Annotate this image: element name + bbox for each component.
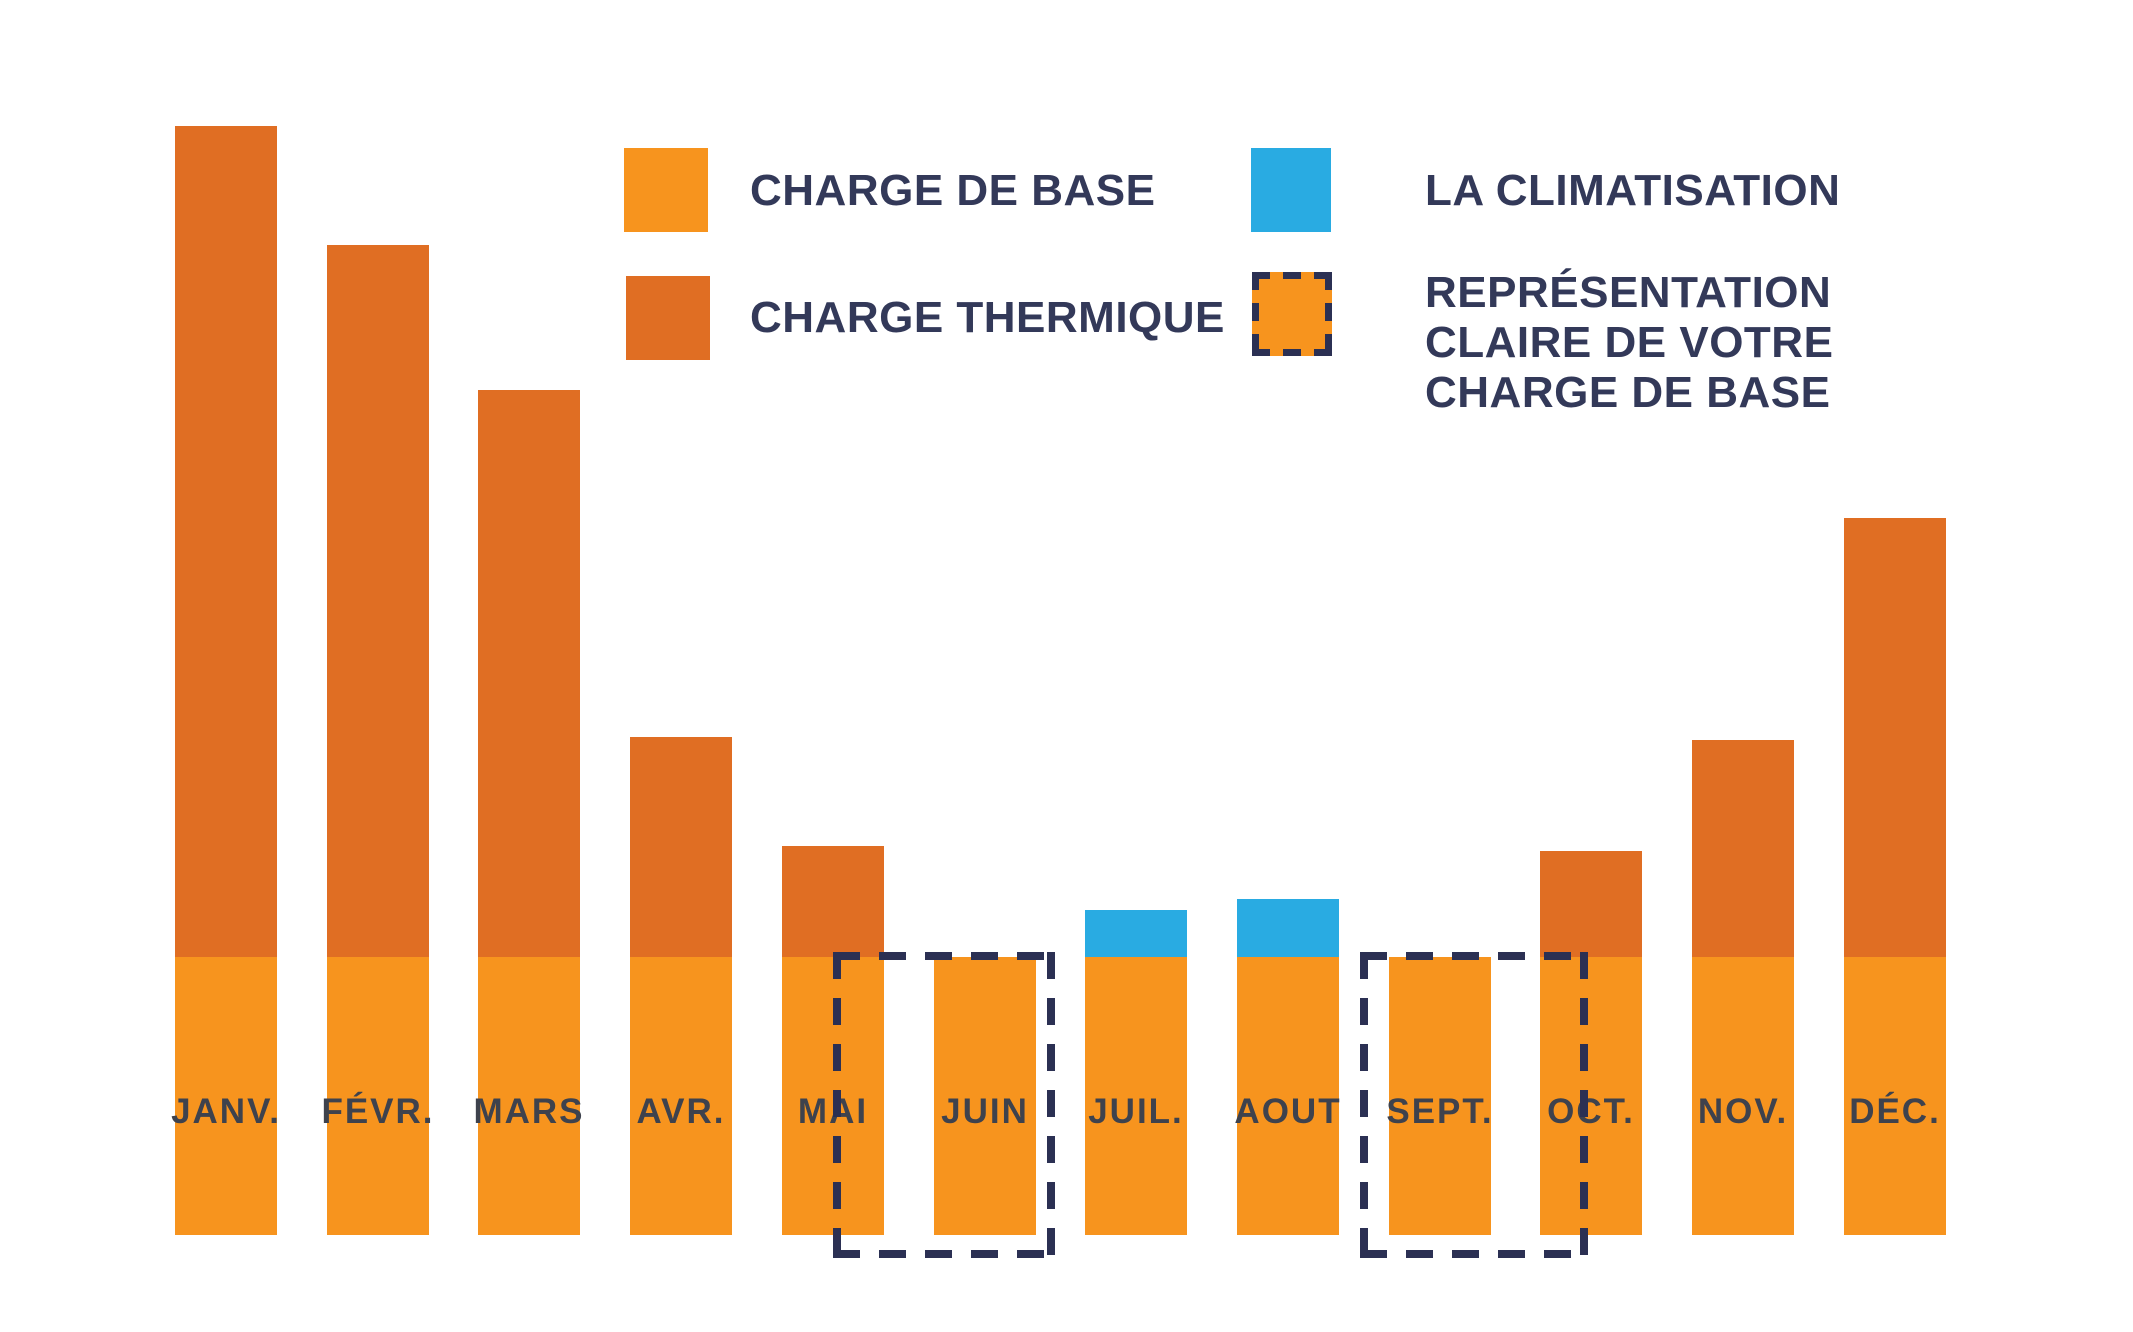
legend-label-representation: REPRÉSENTATION CLAIRE DE VOTRE CHARGE DE… [1425,268,1834,417]
legend-label-climatisation: LA CLIMATISATION [1425,166,1841,215]
segment-charge-thermique [1540,851,1642,957]
legend-swatch-representation-dashed [1252,272,1332,356]
bar-nov [1692,740,1794,1235]
legend-label-charge-thermique: CHARGE THERMIQUE [750,293,1225,342]
dashed-highlight-mai-juin [833,952,1055,1258]
legend-swatch-climatisation [1251,148,1331,232]
bar-janv [175,126,277,1235]
month-label-nov: NOV. [1697,1092,1789,1131]
segment-charge-thermique [1692,740,1794,957]
month-label-déc: DÉC. [1849,1092,1941,1131]
month-label-avr: AVR. [636,1092,726,1131]
segment-charge-thermique [478,390,580,957]
bar-avr [630,737,732,1235]
bar-oct [1540,851,1642,1235]
dashed-highlight-sept-oct [1360,952,1588,1258]
month-label-mars: MARS [473,1092,585,1131]
segment-charge-thermique [782,846,884,957]
bar-déc [1844,518,1946,1235]
legend-swatch-charge-de-base [624,148,708,232]
month-label-juil: JUIL. [1088,1092,1184,1131]
month-label-aout: AOUT [1234,1092,1342,1131]
segment-climatisation [1085,910,1187,957]
segment-charge-thermique [175,126,277,957]
month-label-janv: JANV. [171,1092,281,1131]
segment-charge-de-base [1237,957,1339,1235]
segment-charge-de-base [327,957,429,1235]
legend-label-charge-de-base: CHARGE DE BASE [750,166,1156,215]
bar-févr [327,245,429,1235]
segment-charge-thermique [630,737,732,957]
bar-aout [1237,899,1339,1235]
segment-charge-de-base [1844,957,1946,1235]
segment-charge-de-base [630,957,732,1235]
segment-charge-de-base [1085,957,1187,1235]
bar-mars [478,390,580,1235]
legend-swatch-charge-thermique [626,276,710,360]
month-label-févr: FÉVR. [321,1092,435,1131]
bar-juil [1085,910,1187,1235]
segment-climatisation [1237,899,1339,957]
segment-charge-de-base [1692,957,1794,1235]
segment-charge-de-base [478,957,580,1235]
segment-charge-thermique [327,245,429,957]
segment-charge-thermique [1844,518,1946,957]
segment-charge-de-base [175,957,277,1235]
